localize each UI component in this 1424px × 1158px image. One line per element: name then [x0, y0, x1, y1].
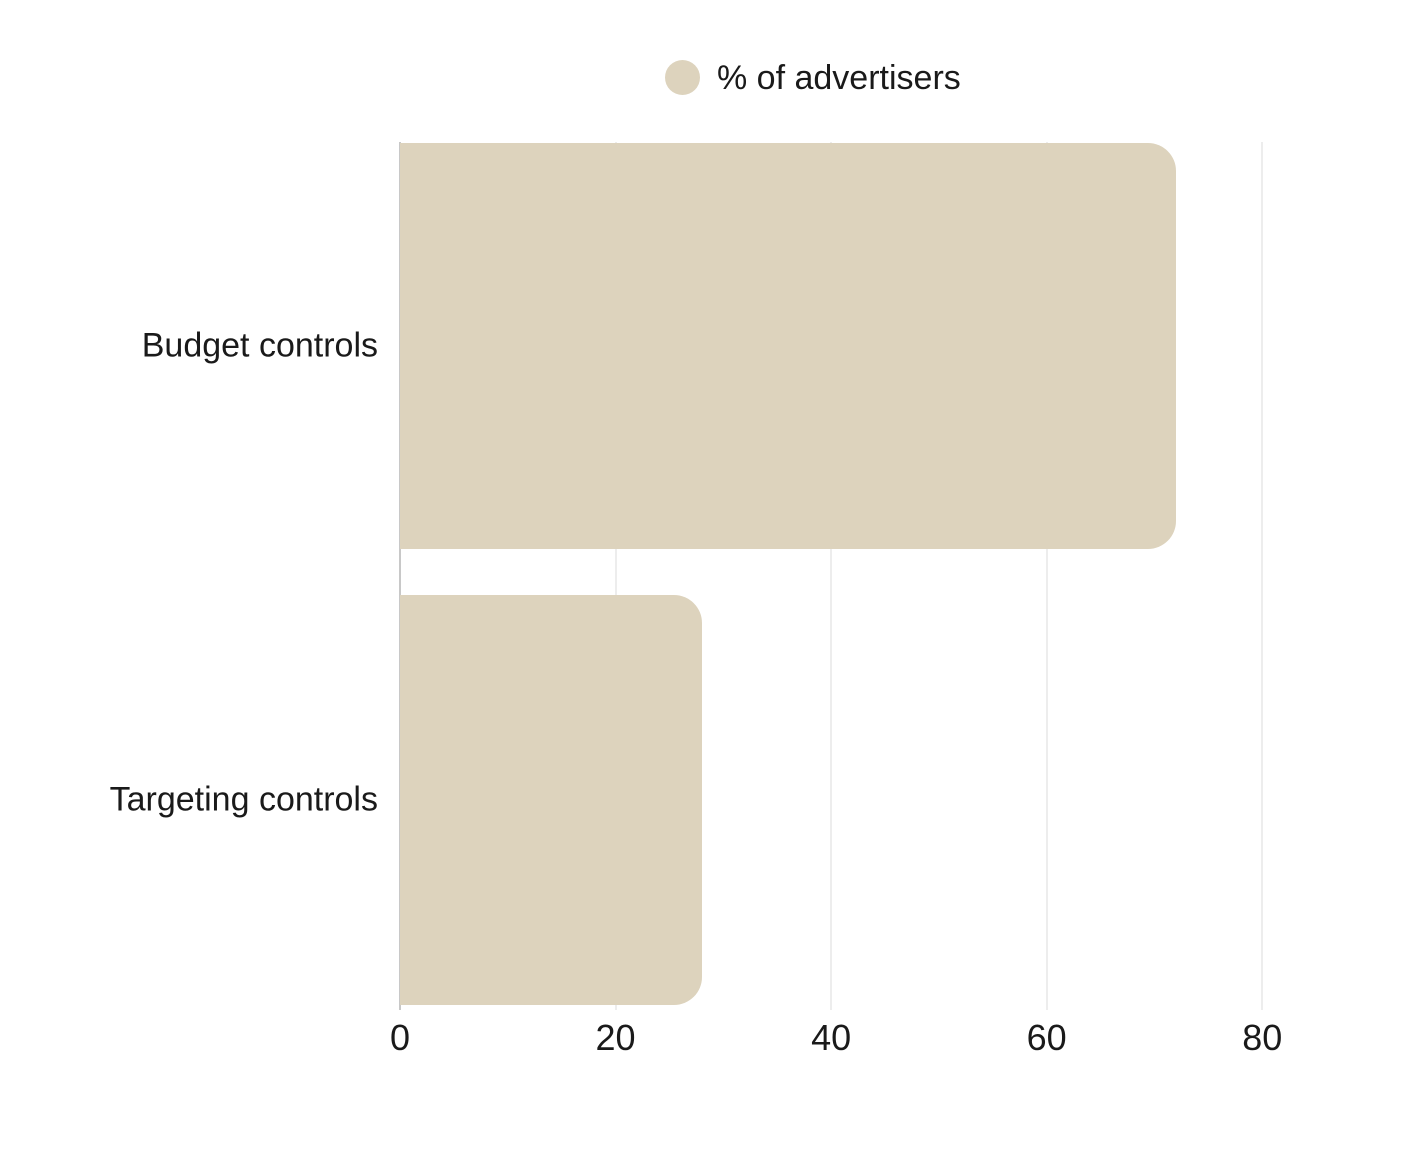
legend-label: % of advertisers — [717, 58, 961, 97]
x-tick-label: 0 — [389, 1017, 411, 1058]
gridline — [1045, 142, 1048, 1010]
x-tick-label: 20 — [595, 1017, 636, 1058]
legend-swatch-icon — [665, 60, 700, 95]
gridline — [1261, 142, 1264, 1010]
category-label: Budget controls — [141, 326, 378, 365]
bar-budget-controls — [400, 143, 1176, 549]
legend: % of advertisers — [665, 60, 961, 95]
category-label: Targeting controls — [109, 780, 378, 819]
x-tick-label: 60 — [1026, 1017, 1067, 1058]
plot-area — [399, 142, 1370, 1010]
gridline — [614, 142, 617, 1010]
y-axis-line — [399, 142, 401, 1010]
x-tick-label: 80 — [1242, 1017, 1283, 1058]
x-tick-label: 40 — [811, 1017, 852, 1058]
bar-targeting-controls — [400, 595, 702, 1005]
gridline — [830, 142, 833, 1010]
